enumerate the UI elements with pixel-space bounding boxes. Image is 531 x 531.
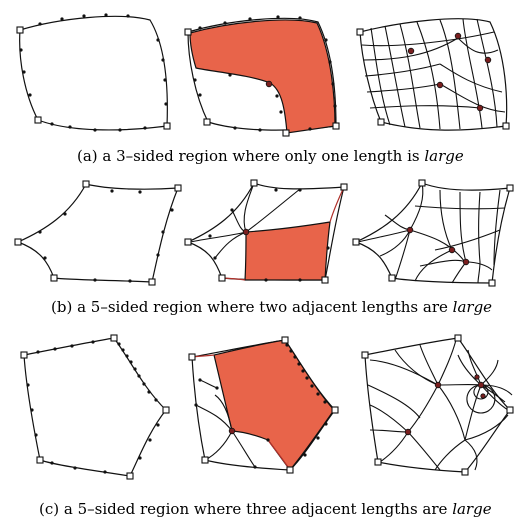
singular-node (434, 381, 442, 389)
diagram-b-partition (184, 179, 348, 284)
corner-a7 (282, 129, 290, 137)
singular-node (407, 47, 415, 55)
corner-b2 (174, 184, 182, 192)
singular-node (454, 32, 462, 40)
corner-c13 (506, 406, 514, 414)
corner-b7 (340, 183, 348, 191)
corner-c10 (201, 456, 209, 464)
corner-b6 (250, 179, 258, 187)
corner-a5 (332, 122, 340, 130)
corner-b8 (321, 276, 329, 284)
singular-node (406, 226, 414, 234)
singular-node (484, 56, 492, 64)
corner-c14 (461, 468, 469, 476)
singular-node (242, 228, 250, 236)
corner-c4 (126, 472, 134, 480)
corner-a6 (203, 118, 211, 126)
diagram-b-mesh (352, 179, 514, 287)
diagram-a-boundary (16, 13, 171, 132)
singular-node (436, 81, 444, 89)
corner-c3 (162, 406, 170, 414)
corner-c11 (361, 351, 369, 359)
corner-a1 (16, 26, 24, 34)
singular-node (476, 104, 484, 112)
diagram-c-boundary (20, 334, 170, 480)
row-c: (c) a 5–sided region where three adjacen… (20, 334, 514, 518)
corner-b11 (418, 179, 426, 187)
singular-node (265, 80, 273, 88)
corner-c8 (331, 406, 339, 414)
singular-node (477, 381, 485, 389)
singular-node (474, 374, 480, 380)
corner-c2 (110, 334, 118, 342)
corner-c7 (281, 336, 289, 344)
corner-c5 (36, 456, 44, 464)
corner-a3 (34, 116, 42, 124)
corner-b14 (388, 274, 396, 282)
singular-node (448, 246, 456, 254)
corner-b4 (50, 274, 58, 282)
refined-region-c (213, 339, 335, 471)
corner-b3 (148, 278, 156, 286)
corner-a2 (163, 122, 171, 130)
corner-a10 (377, 118, 385, 126)
corner-c12 (454, 334, 462, 342)
corner-b5 (14, 238, 22, 246)
singular-node (228, 427, 236, 435)
corner-c15 (374, 458, 382, 466)
corner-b10 (184, 238, 192, 246)
corner-c6 (188, 353, 196, 361)
diagram-b-boundary (14, 180, 182, 286)
diagram-a-mesh (356, 18, 510, 131)
singular-node (462, 258, 470, 266)
row-a: (a) a 3–sided region where only one leng… (16, 13, 510, 165)
corner-b15 (352, 238, 360, 246)
corner-b12 (506, 184, 514, 192)
corner-b13 (488, 279, 496, 287)
corner-b9 (218, 274, 226, 282)
corner-a9 (502, 122, 510, 130)
corner-c9 (286, 466, 294, 474)
diagram-c-mesh (361, 334, 514, 476)
refined-region-b (244, 221, 331, 281)
corner-a4 (184, 28, 192, 36)
caption-c: (c) a 5–sided region where three adjacen… (39, 500, 492, 518)
corner-c1 (20, 351, 28, 359)
row-b: (b) a 5–sided region where two adjacent … (14, 179, 514, 316)
diagram-a-partition (184, 15, 340, 137)
diagram-c-partition (188, 336, 339, 474)
refined-region-a (189, 19, 336, 134)
caption-a: (a) a 3–sided region where only one leng… (77, 147, 464, 165)
singular-node (404, 428, 412, 436)
corner-a8 (356, 28, 364, 36)
caption-b: (b) a 5–sided region where two adjacent … (51, 298, 492, 316)
singular-node (480, 393, 486, 399)
corner-b1 (82, 180, 90, 188)
